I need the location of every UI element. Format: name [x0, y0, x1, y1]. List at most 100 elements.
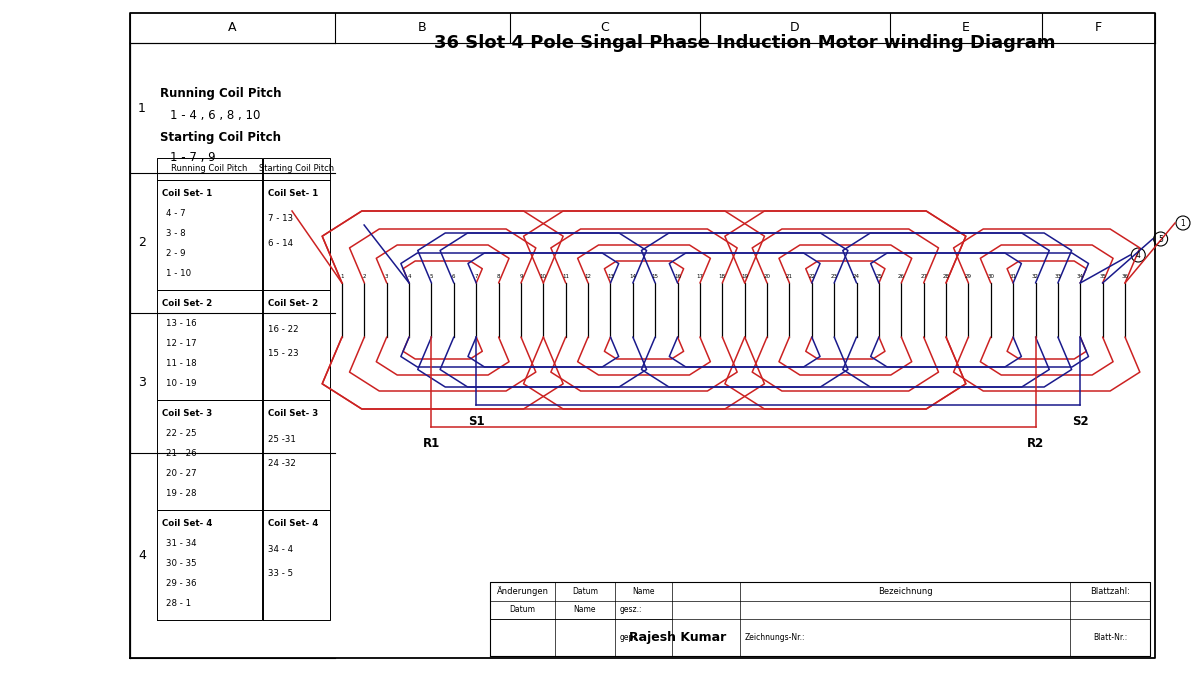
Text: 5: 5	[1158, 234, 1163, 244]
Text: 24 -32: 24 -32	[268, 460, 296, 468]
Text: 2: 2	[362, 275, 366, 279]
Text: Zeichnungs-Nr.:: Zeichnungs-Nr.:	[745, 633, 805, 642]
Text: 13: 13	[607, 275, 614, 279]
Text: 23: 23	[830, 275, 838, 279]
Text: R1: R1	[422, 437, 440, 450]
Text: 8: 8	[497, 275, 500, 279]
Text: Coil Set- 1: Coil Set- 1	[268, 190, 318, 198]
Text: 7: 7	[474, 275, 478, 279]
Text: B: B	[418, 22, 427, 34]
Text: 7 - 13: 7 - 13	[268, 215, 293, 223]
Text: 22 - 25: 22 - 25	[166, 429, 197, 439]
Text: Running Coil Pitch: Running Coil Pitch	[160, 86, 282, 99]
Text: 12 - 17: 12 - 17	[166, 340, 197, 348]
Text: 33: 33	[1055, 275, 1061, 279]
Text: 28: 28	[942, 275, 949, 279]
Text: 12: 12	[584, 275, 592, 279]
Text: 1 - 4 , 6 , 8 , 10: 1 - 4 , 6 , 8 , 10	[170, 109, 260, 121]
Text: Coil Set- 2: Coil Set- 2	[268, 300, 318, 308]
Text: Coil Set- 3: Coil Set- 3	[162, 410, 212, 418]
Text: 10 - 19: 10 - 19	[166, 379, 197, 389]
Text: 16 - 22: 16 - 22	[268, 325, 299, 333]
Text: 3: 3	[138, 377, 146, 389]
Text: Änderungen: Änderungen	[497, 587, 548, 597]
Text: S1: S1	[468, 415, 485, 428]
Text: 5: 5	[430, 275, 433, 279]
Text: gesz.:: gesz.:	[620, 605, 642, 614]
Text: 4: 4	[1136, 250, 1141, 259]
Text: 1: 1	[138, 101, 146, 115]
Text: 24: 24	[853, 275, 860, 279]
Text: A: A	[228, 22, 236, 34]
Text: 3 - 8: 3 - 8	[166, 230, 186, 238]
Text: 15 - 23: 15 - 23	[268, 350, 299, 358]
Text: 25 -31: 25 -31	[268, 435, 296, 443]
Text: Coil Set- 1: Coil Set- 1	[162, 190, 212, 198]
Text: Blatt-Nr.:: Blatt-Nr.:	[1093, 633, 1127, 642]
Text: 14: 14	[629, 275, 636, 279]
Text: 11: 11	[563, 275, 569, 279]
Text: 29: 29	[965, 275, 972, 279]
Text: 29 - 36: 29 - 36	[166, 580, 197, 589]
Text: 6 - 14: 6 - 14	[268, 240, 293, 248]
Text: Name: Name	[574, 605, 596, 614]
Text: 21: 21	[786, 275, 793, 279]
Text: 9: 9	[520, 275, 523, 279]
Text: 3: 3	[385, 275, 389, 279]
Text: C: C	[601, 22, 610, 34]
Text: F: F	[1094, 22, 1102, 34]
Text: Name: Name	[632, 587, 655, 596]
Text: 2: 2	[138, 236, 146, 250]
Text: 31 - 34: 31 - 34	[166, 539, 197, 549]
Text: 13 - 16: 13 - 16	[166, 319, 197, 329]
Text: 6: 6	[452, 275, 456, 279]
Text: 1: 1	[1181, 219, 1186, 227]
Text: Running Coil Pitch: Running Coil Pitch	[172, 165, 247, 173]
Text: 1 - 10: 1 - 10	[166, 269, 191, 279]
Text: E: E	[962, 22, 970, 34]
Text: 11 - 18: 11 - 18	[166, 360, 197, 369]
Text: 35: 35	[1099, 275, 1106, 279]
Text: 30: 30	[988, 275, 995, 279]
Text: Bezeichnung: Bezeichnung	[877, 587, 932, 596]
Text: 4: 4	[407, 275, 410, 279]
Text: Datum: Datum	[572, 587, 598, 596]
Text: 31: 31	[1009, 275, 1016, 279]
Text: 27: 27	[920, 275, 928, 279]
Text: 19 - 28: 19 - 28	[166, 489, 197, 499]
Text: Coil Set- 3: Coil Set- 3	[268, 410, 318, 418]
Text: 34 - 4: 34 - 4	[268, 545, 293, 554]
Text: Coil Set- 2: Coil Set- 2	[162, 300, 212, 308]
Text: 36: 36	[1122, 275, 1128, 279]
Text: Starting Coil Pitch: Starting Coil Pitch	[160, 130, 281, 144]
Text: 1 - 7 , 9: 1 - 7 , 9	[170, 151, 216, 165]
Text: S2: S2	[1072, 415, 1088, 428]
Text: 1: 1	[341, 275, 343, 279]
Text: Blattzahl:: Blattzahl:	[1090, 587, 1130, 596]
Text: 4: 4	[138, 549, 146, 562]
Text: 36 Slot 4 Pole Singal Phase Induction Motor winding Diagram: 36 Slot 4 Pole Singal Phase Induction Mo…	[434, 34, 1056, 52]
Text: gepr.:: gepr.:	[620, 633, 642, 642]
Text: 34: 34	[1076, 275, 1084, 279]
Text: 21 - 26: 21 - 26	[166, 450, 197, 458]
Text: 18: 18	[719, 275, 726, 279]
Text: 22: 22	[809, 275, 815, 279]
Text: 17: 17	[696, 275, 703, 279]
Text: 28 - 1: 28 - 1	[166, 599, 191, 608]
Text: 4 - 7: 4 - 7	[166, 209, 186, 219]
Text: 33 - 5: 33 - 5	[268, 570, 293, 578]
Text: 25: 25	[876, 275, 882, 279]
Text: 20: 20	[763, 275, 770, 279]
Text: 19: 19	[742, 275, 748, 279]
Text: 32: 32	[1032, 275, 1039, 279]
Text: D: D	[790, 22, 800, 34]
Text: 30 - 35: 30 - 35	[166, 560, 197, 568]
Text: Coil Set- 4: Coil Set- 4	[162, 520, 212, 529]
Text: 26: 26	[898, 275, 905, 279]
Text: 2 - 9: 2 - 9	[166, 250, 186, 259]
Text: 16: 16	[674, 275, 682, 279]
Text: 15: 15	[652, 275, 659, 279]
Text: Datum: Datum	[510, 605, 535, 614]
Text: Coil Set- 4: Coil Set- 4	[268, 520, 318, 529]
Text: Starting Coil Pitch: Starting Coil Pitch	[259, 165, 334, 173]
